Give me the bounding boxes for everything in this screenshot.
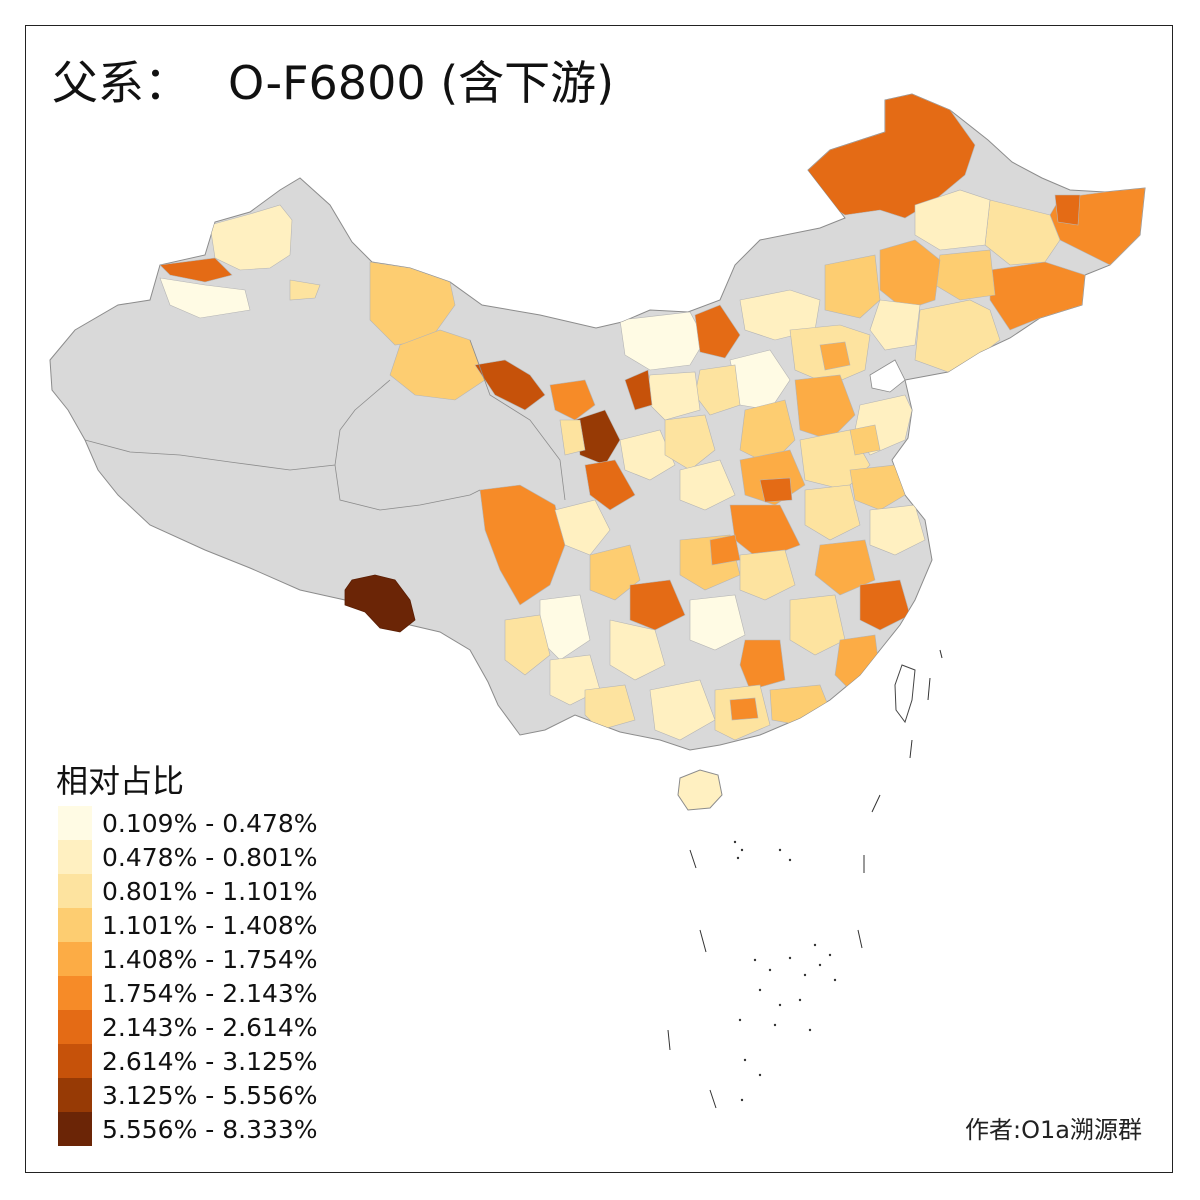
region-changji [289,279,321,301]
region-hami [369,261,456,346]
map-title: 父系： O-F6800 (含下游) [52,60,614,106]
legend-label: 1.408% - 1.754% [102,944,318,974]
legend-item: 5.556% - 8.333% [58,1112,318,1146]
legend-swatch [58,908,92,942]
region-jiangsu-south [869,504,926,556]
legend-label: 0.801% - 1.101% [102,876,318,906]
legend: 0.109% - 0.478% 0.478% - 0.801% 0.801% -… [58,806,318,1146]
region-yunnan-south [584,684,636,731]
legend-swatch [58,976,92,1010]
legend-label: 0.109% - 0.478% [102,808,318,838]
legend-label: 1.754% - 2.143% [102,978,318,1008]
taiwan-island [894,664,916,724]
legend-item: 0.109% - 0.478% [58,806,318,840]
legend-label: 1.101% - 1.408% [102,910,318,940]
region-hulunbuir [807,94,976,219]
legend-item: 2.143% - 2.614% [58,1010,318,1044]
region-bortala [159,277,251,319]
region-baotou [694,304,741,359]
legend-item: 1.754% - 2.143% [58,976,318,1010]
region-fujian [834,634,881,691]
region-dingxi [584,459,636,511]
region-jiangxi [789,594,846,656]
legend-swatch [58,1044,92,1078]
south-china-sea-islands [667,649,943,1109]
hainan-island [677,769,723,811]
legend-label: 2.614% - 3.125% [102,1046,318,1076]
region-guangxi [649,679,716,741]
author-credit: 作者:O1a溯源群 [965,1116,1142,1144]
legend-label: 5.556% - 8.333% [102,1114,318,1144]
title-prefix: 父系： [52,56,190,110]
region-altay [209,204,293,271]
legend-swatch [58,874,92,908]
region-zhengzhou [759,477,793,503]
region-anhui-north [804,484,861,541]
region-guangzhou [729,697,759,721]
legend-label: 3.125% - 5.556% [102,1080,318,1110]
region-wuhan [739,549,796,601]
south-china-sea-dots [733,840,837,1102]
region-ningxia [624,369,653,411]
legend-swatch [58,1112,92,1146]
region-liaoning-west [869,299,921,351]
region-garze [479,484,566,606]
bohai-bay [869,359,906,393]
region-wuwei [549,379,596,421]
region-hinggan [879,239,941,311]
region-jiuquan [389,329,486,401]
region-shigatse [344,574,416,633]
title-haplogroup: O-F6800 (含下游) [228,56,615,110]
region-zhejiang [859,579,911,631]
region-inner-mongolia-central [619,311,706,371]
region-shaanxi-north [664,414,716,471]
region-heilongjiang-west [914,189,991,251]
region-jinan [849,424,881,456]
legend-item: 1.408% - 1.754% [58,942,318,976]
region-guangdong-east [769,684,831,726]
legend-swatch [58,806,92,840]
legend-item: 2.614% - 3.125% [58,1044,318,1078]
region-jilin [989,261,1086,331]
legend-swatch [58,1078,92,1112]
legend-swatch [58,942,92,976]
legend-swatch [58,840,92,874]
region-jiangsu-north [849,464,906,511]
region-anhui-south [814,539,876,596]
region-chengdu [589,544,641,601]
legend-title: 相对占比 [56,762,185,800]
legend-item: 0.478% - 0.801% [58,840,318,874]
region-shiyan [709,534,741,566]
region-liaoning [914,299,1001,373]
region-guizhou [609,619,666,681]
region-chifeng [824,254,881,319]
legend-label: 2.143% - 2.614% [102,1012,318,1042]
boundary-tibet-qinghai [334,464,481,511]
legend-swatch [58,1010,92,1044]
region-hunan-central [739,639,786,691]
region-haidong [559,419,586,456]
region-hebei-south [794,374,856,441]
legend-item: 3.125% - 5.556% [58,1078,318,1112]
boundary-qinghai-gansu [469,339,566,501]
legend-item: 0.801% - 1.101% [58,874,318,908]
boundary-xinjiang-tibet [84,379,391,471]
region-zhangye [474,359,546,411]
region-aba [554,499,611,556]
region-yunnan-north [504,614,551,676]
region-tianshui [619,429,676,481]
region-heilongjiang-northeast [1054,194,1081,226]
legend-item: 1.101% - 1.408% [58,908,318,942]
region-ili [159,257,233,283]
legend-label: 0.478% - 0.801% [102,842,318,872]
region-hunan-west [689,594,746,651]
region-beijing [819,341,851,371]
region-chongqing [629,579,686,631]
region-xian [679,459,736,511]
